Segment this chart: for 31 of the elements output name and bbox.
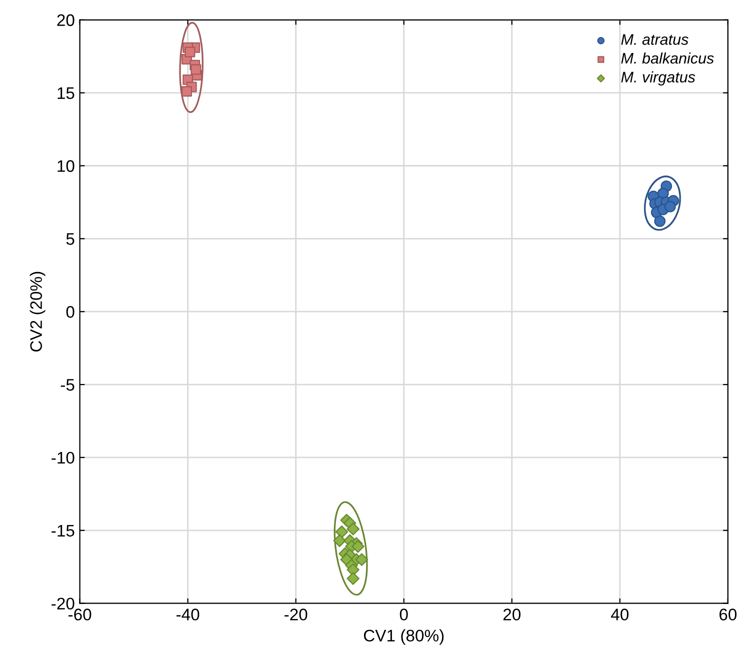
legend-label: M. virgatus bbox=[621, 71, 696, 86]
y-tick-label: 5 bbox=[66, 233, 74, 245]
point bbox=[333, 534, 346, 547]
point bbox=[184, 46, 196, 58]
point bbox=[352, 540, 364, 553]
point bbox=[346, 572, 360, 585]
point bbox=[664, 200, 676, 212]
x-tick-label: 60 bbox=[719, 608, 737, 620]
y-axis-title: CV2 (20%) bbox=[30, 272, 46, 352]
y-tick-label: 15 bbox=[58, 87, 74, 100]
point bbox=[182, 86, 192, 97]
point bbox=[355, 553, 368, 566]
point bbox=[654, 215, 666, 227]
x-tick-label: -40 bbox=[176, 608, 200, 620]
legend-label: M. atratus bbox=[621, 34, 688, 45]
x-tick-label: -20 bbox=[284, 608, 308, 620]
y-tick-label: -10 bbox=[52, 452, 74, 464]
y-tick-label: -5 bbox=[60, 379, 74, 391]
y-tick-label: 20 bbox=[57, 14, 74, 26]
y-tick-label: -20 bbox=[52, 598, 74, 610]
x-axis-title: CV1 (80%) bbox=[364, 629, 444, 645]
y-tick-label: 0 bbox=[66, 306, 74, 318]
x-tick-label: -60 bbox=[68, 608, 92, 620]
legend-label: M. balkanicus bbox=[621, 52, 714, 64]
point bbox=[190, 64, 202, 75]
x-tick-label: 20 bbox=[503, 608, 520, 620]
x-tick-label: 40 bbox=[611, 608, 629, 620]
y-tick-label: 10 bbox=[58, 160, 74, 172]
y-tick-label: -15 bbox=[52, 524, 74, 537]
x-tick-label: 0 bbox=[400, 608, 408, 620]
point bbox=[346, 522, 360, 536]
